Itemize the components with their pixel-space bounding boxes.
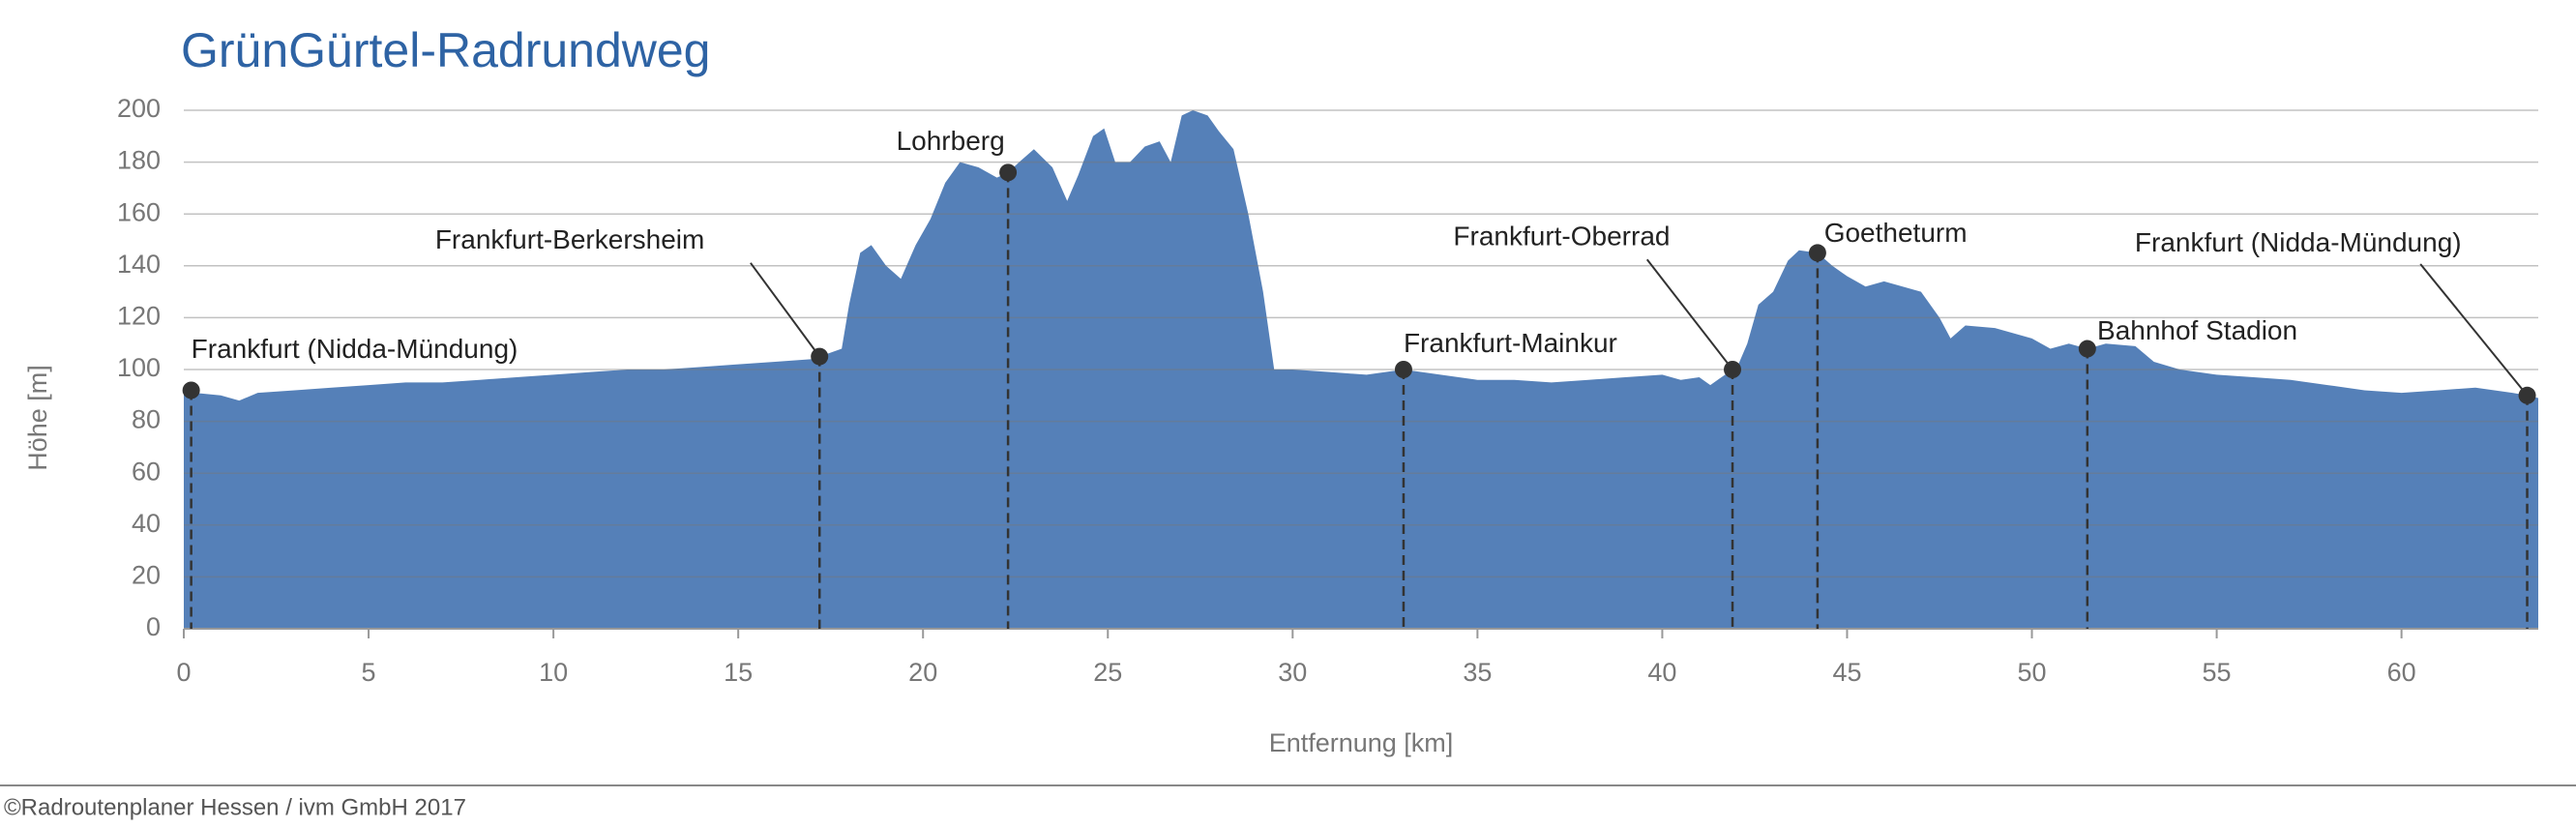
stop-label: Goetheturm — [1824, 218, 1968, 248]
stop-point — [2078, 340, 2096, 358]
y-tick-label: 0 — [146, 612, 161, 641]
stop-point — [1724, 361, 1742, 378]
leader-line — [2419, 263, 2529, 397]
leader-line — [1645, 258, 1733, 370]
footer: ©Radroutenplaner Hessen / ivm GmbH 2017 — [4, 794, 466, 820]
y-tick-label: 120 — [117, 302, 161, 331]
x-tick-label: 45 — [1832, 658, 1861, 687]
stop-label: Frankfurt-Oberrad — [1453, 222, 1670, 251]
y-tick-label: 100 — [117, 353, 161, 382]
stop-label: Bahnhof Stadion — [2097, 315, 2297, 345]
y-tick-label: 40 — [132, 509, 161, 538]
stop-point — [811, 347, 829, 366]
y-tick-label: 140 — [117, 250, 161, 279]
stop-point — [1394, 361, 1412, 378]
x-tick-label: 25 — [1093, 658, 1122, 687]
stop-label: Frankfurt-Mainkur — [1404, 328, 1617, 358]
y-tick-label: 60 — [132, 457, 161, 486]
y-tick-label: 200 — [117, 94, 161, 123]
x-tick-label: 30 — [1278, 658, 1307, 687]
x-tick-label: 50 — [2017, 658, 2046, 687]
x-tick-label: 40 — [1647, 658, 1676, 687]
x-tick-label: 0 — [176, 658, 191, 687]
x-tick-label: 20 — [908, 658, 937, 687]
x-tick-label: 5 — [362, 658, 376, 687]
stop-label: Lohrberg — [897, 126, 1005, 156]
elevation-area — [184, 110, 2538, 629]
stop-point — [182, 381, 200, 399]
x-tick-label: 10 — [539, 658, 568, 687]
y-tick-label: 20 — [132, 561, 161, 590]
stop-point — [999, 163, 1018, 182]
leader-line — [750, 262, 821, 358]
stop-point — [2518, 386, 2536, 404]
stop-label: Frankfurt (Nidda-Mündung) — [192, 334, 518, 364]
stop-point — [1808, 244, 1826, 262]
x-tick-label: 15 — [724, 658, 753, 687]
x-tick-label: 55 — [2203, 658, 2232, 687]
y-axis-title: Höhe [m] — [23, 365, 52, 471]
stop-label: Frankfurt-Berkersheim — [435, 224, 705, 254]
chart-title: GrünGürtel-Radrundweg — [181, 23, 711, 77]
stop-label: Frankfurt (Nidda-Mündung) — [2135, 227, 2462, 257]
x-tick-label: 35 — [1463, 658, 1492, 687]
x-tick-label: 60 — [2387, 658, 2416, 687]
y-tick-label: 160 — [117, 197, 161, 226]
x-axis-title: Entfernung [km] — [1269, 728, 1454, 757]
y-tick-label: 80 — [132, 405, 161, 434]
y-tick-label: 180 — [117, 146, 161, 175]
